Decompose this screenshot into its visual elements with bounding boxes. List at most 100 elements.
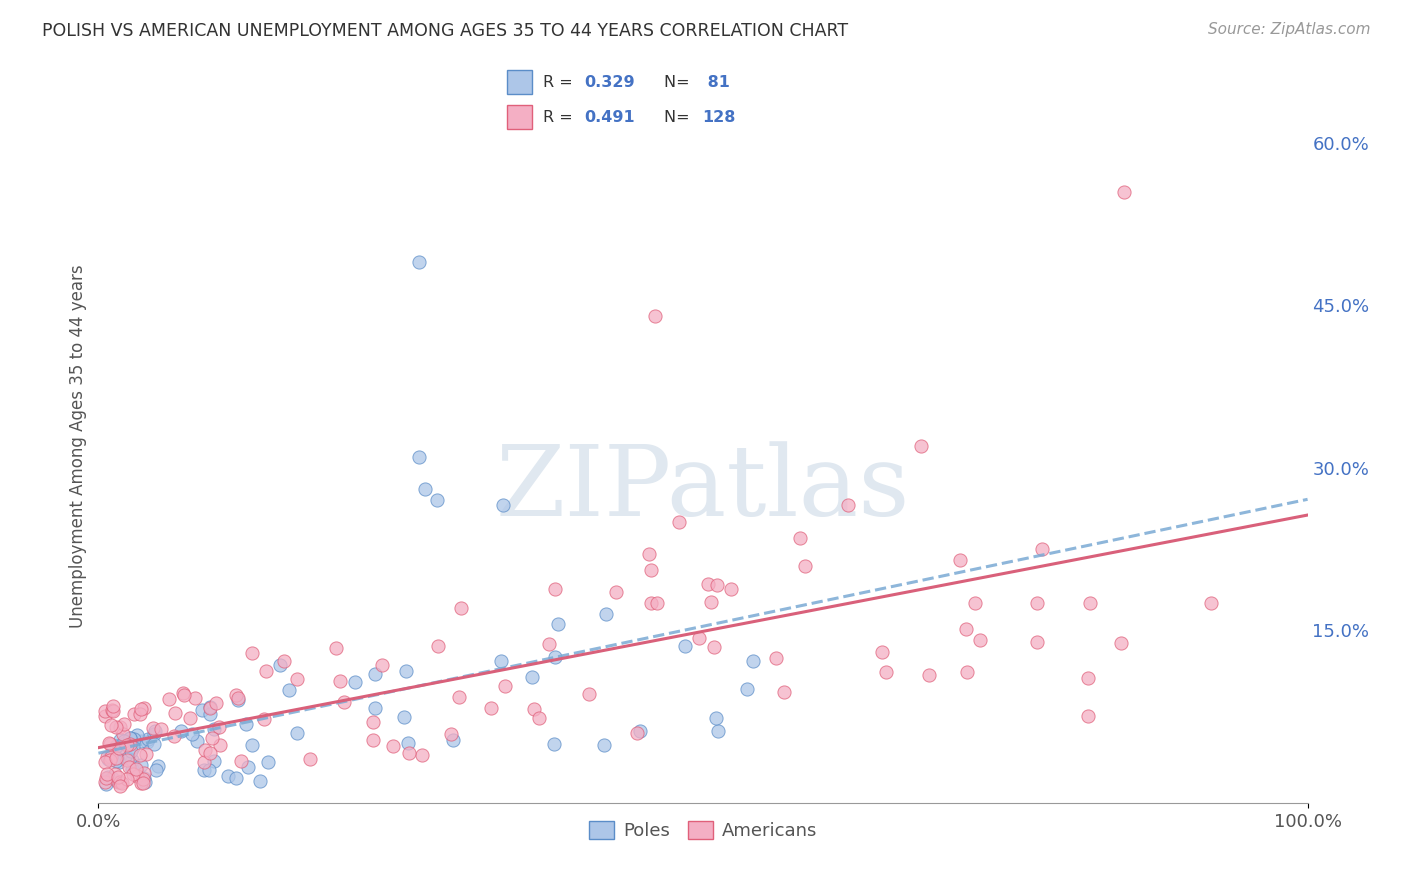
- Point: [115, 753, 138, 767]
- Point: [741, 654, 763, 668]
- Point: [875, 665, 897, 679]
- Point: [94, 704, 117, 718]
- Point: [644, 310, 666, 324]
- Point: [112, 734, 135, 748]
- Point: [447, 690, 470, 705]
- Point: [96, 749, 118, 764]
- Point: [134, 701, 156, 715]
- Point: [1112, 185, 1135, 199]
- Point: [229, 755, 252, 769]
- Point: [228, 692, 250, 706]
- Point: [132, 772, 155, 786]
- Point: [949, 553, 972, 567]
- Text: 0.491: 0.491: [583, 110, 634, 125]
- Point: [1025, 634, 1047, 648]
- Point: [129, 701, 152, 715]
- Point: [136, 732, 159, 747]
- Text: ZIPatlas: ZIPatlas: [496, 441, 910, 537]
- Point: [124, 732, 146, 747]
- Text: 0.329: 0.329: [583, 75, 634, 90]
- Point: [479, 701, 502, 715]
- Point: [108, 720, 131, 734]
- Point: [773, 685, 796, 699]
- Point: [190, 702, 212, 716]
- Point: [413, 482, 436, 496]
- Point: [122, 740, 145, 755]
- Point: [240, 738, 263, 752]
- Point: [706, 578, 728, 592]
- Point: [122, 707, 145, 722]
- Point: [910, 439, 932, 453]
- Point: [114, 748, 136, 763]
- Point: [200, 700, 222, 714]
- Point: [441, 733, 464, 747]
- Point: [522, 670, 544, 684]
- Point: [1199, 596, 1222, 610]
- Point: [101, 703, 124, 717]
- Point: [956, 665, 979, 679]
- Point: [408, 255, 430, 269]
- Text: N=: N=: [664, 75, 695, 90]
- FancyBboxPatch shape: [508, 70, 531, 95]
- Point: [157, 692, 180, 706]
- Point: [98, 737, 121, 751]
- Point: [235, 717, 257, 731]
- Point: [117, 750, 139, 764]
- Point: [112, 716, 135, 731]
- Point: [225, 688, 247, 702]
- Point: [127, 727, 149, 741]
- Point: [132, 766, 155, 780]
- Point: [578, 687, 600, 701]
- Point: [96, 766, 118, 780]
- Point: [131, 733, 153, 747]
- Point: [200, 747, 222, 761]
- Point: [955, 622, 977, 636]
- Point: [668, 515, 690, 529]
- Point: [143, 723, 166, 738]
- Point: [98, 736, 121, 750]
- Point: [132, 772, 155, 786]
- Point: [115, 739, 138, 753]
- Point: [132, 775, 155, 789]
- Point: [361, 714, 384, 729]
- Point: [135, 735, 157, 749]
- Text: R =: R =: [543, 75, 578, 90]
- Point: [1026, 596, 1049, 610]
- Point: [120, 737, 142, 751]
- Point: [273, 654, 295, 668]
- Point: [172, 686, 194, 700]
- Point: [697, 576, 720, 591]
- Point: [1077, 671, 1099, 685]
- Point: [492, 499, 515, 513]
- Point: [543, 737, 565, 751]
- Point: [543, 650, 565, 665]
- Point: [107, 774, 129, 789]
- Point: [105, 720, 128, 734]
- Point: [640, 563, 662, 577]
- Point: [395, 664, 418, 678]
- Point: [104, 766, 127, 780]
- FancyBboxPatch shape: [508, 105, 531, 129]
- Point: [361, 732, 384, 747]
- Point: [115, 772, 138, 787]
- Point: [128, 747, 150, 762]
- Point: [427, 639, 450, 653]
- Point: [118, 731, 141, 746]
- Point: [735, 682, 758, 697]
- Point: [605, 585, 627, 599]
- Point: [228, 691, 250, 706]
- Point: [688, 631, 710, 645]
- Point: [184, 691, 207, 706]
- Point: [706, 723, 728, 738]
- Point: [285, 726, 308, 740]
- Point: [426, 493, 449, 508]
- Point: [529, 711, 551, 725]
- Point: [278, 682, 301, 697]
- Point: [181, 727, 204, 741]
- Text: POLISH VS AMERICAN UNEMPLOYMENT AMONG AGES 35 TO 44 YEARS CORRELATION CHART: POLISH VS AMERICAN UNEMPLOYMENT AMONG AG…: [42, 22, 848, 40]
- Point: [194, 743, 217, 757]
- Point: [128, 706, 150, 721]
- Point: [381, 739, 404, 754]
- Point: [198, 701, 221, 715]
- Point: [645, 596, 668, 610]
